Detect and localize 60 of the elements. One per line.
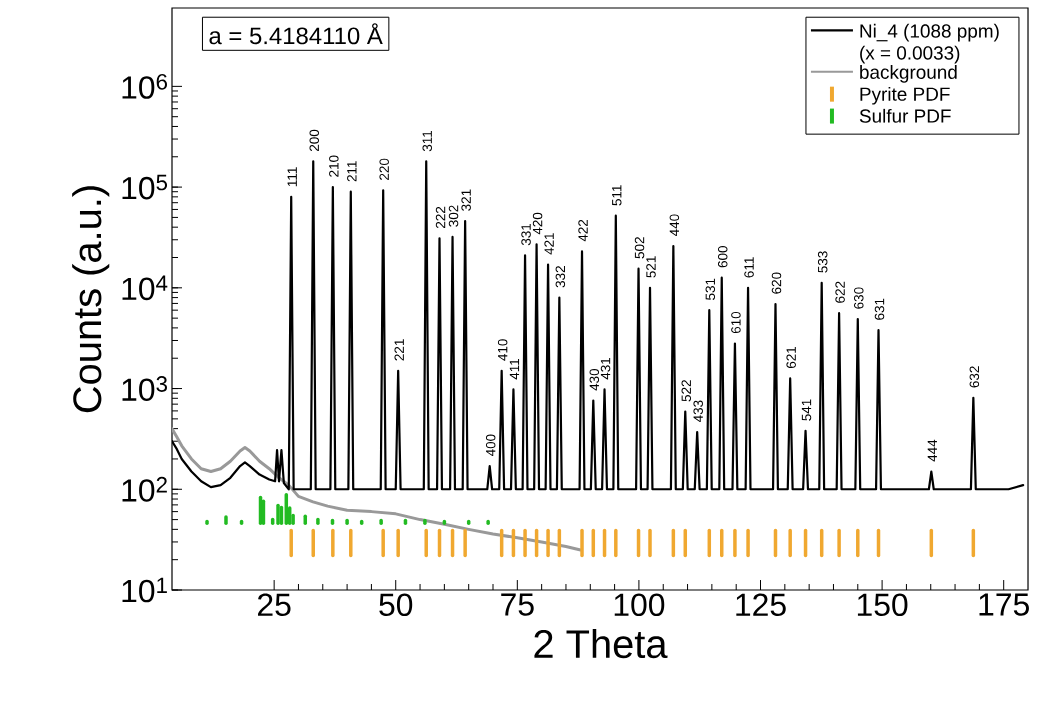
annotation: 611 (744, 257, 754, 278)
annotation: 220 (379, 158, 389, 180)
x-tick-label: 25 (258, 593, 291, 617)
x-tick-label: 175 (979, 593, 1029, 616)
annotation: 420 (532, 212, 543, 235)
annotation: 621 (786, 346, 796, 369)
legend-label: background (860, 65, 957, 83)
annotation: 421 (544, 233, 554, 255)
annotation: 430 (589, 368, 600, 391)
annotation: 502 (634, 237, 645, 259)
annotation: 111 (287, 167, 297, 187)
annotation: 200 (309, 129, 319, 152)
annotation: 321 (461, 189, 471, 211)
annotation: 444 (927, 439, 937, 462)
x-axis-title: 2 Theta (534, 628, 668, 659)
annotation: 632 (969, 366, 980, 388)
annotation: 411 (509, 358, 520, 380)
legend-label: Sulfur PDF (859, 108, 951, 123)
annotation: 302 (448, 205, 459, 227)
annotation: 610 (731, 311, 741, 334)
annotation: 210 (329, 155, 339, 177)
line-series (172, 427, 583, 552)
y-axis-title: Counts (a.u.) (72, 186, 110, 413)
annotation: 631 (874, 298, 885, 320)
x-tick-label: 100 (614, 593, 665, 617)
legend-label: Ni_4 (1088 ppm) (x = 0.0033) (860, 23, 999, 64)
annotation: 511 (612, 185, 622, 206)
annotation: 600 (717, 246, 728, 268)
annotation: 521 (646, 256, 656, 278)
y-tick-label: 10$^{1}$ (122, 577, 167, 603)
annotation: 410 (497, 339, 508, 361)
annotation: 522 (681, 380, 692, 402)
annotation: 620 (771, 272, 782, 294)
y-tick-label: 10$^{4}$ (122, 275, 168, 301)
annotation: 332 (555, 266, 566, 288)
annotation: 531 (705, 278, 716, 300)
annotation: 221 (394, 339, 404, 361)
y-tick-label: 10$^{6}$ (122, 73, 167, 99)
annotation: 622 (835, 281, 845, 303)
legend-label: Pyrite PDF (860, 86, 950, 105)
annotation: 222 (435, 206, 446, 228)
y-tick-label: 10$^{2}$ (122, 476, 167, 502)
annotation: 440 (669, 214, 680, 237)
annotation: 422 (578, 219, 588, 242)
x-tick-label: 50 (379, 593, 413, 617)
annotation: 311 (422, 130, 432, 152)
x-tick-label: 150 (857, 593, 908, 617)
x-tick-label: 125 (736, 593, 786, 617)
annotation: a = 5.4184110 Å (209, 23, 383, 45)
x-tick-label: 75 (501, 593, 534, 616)
annotation: 541 (801, 399, 812, 421)
annotation: 533 (817, 251, 828, 273)
annotation: 433 (693, 400, 703, 423)
annotation: 431 (600, 357, 611, 380)
annotation: 400 (485, 434, 496, 457)
annotation: 211 (347, 161, 357, 182)
y-tick-label: 10$^{5}$ (122, 174, 168, 200)
annotation: 630 (854, 287, 864, 309)
annotation: 331 (521, 223, 531, 246)
y-tick-label: 10$^{3}$ (122, 376, 167, 401)
